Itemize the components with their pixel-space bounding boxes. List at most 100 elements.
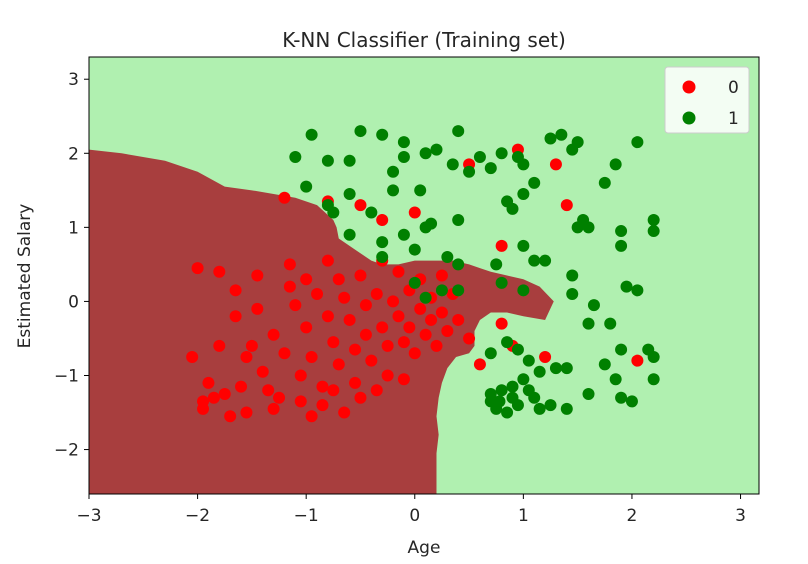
data-point-class-1 xyxy=(484,162,497,175)
y-tick-label: 0 xyxy=(68,292,79,312)
data-point-class-0 xyxy=(283,258,296,271)
data-point-class-0 xyxy=(370,288,383,301)
data-point-class-0 xyxy=(251,269,264,282)
data-point-class-1 xyxy=(615,343,628,356)
data-point-class-1 xyxy=(506,380,519,393)
data-point-class-1 xyxy=(397,228,410,241)
data-point-class-0 xyxy=(278,347,291,360)
data-point-class-1 xyxy=(343,188,356,201)
data-point-class-1 xyxy=(495,276,508,289)
data-point-class-1 xyxy=(365,206,378,219)
data-point-class-1 xyxy=(517,284,530,297)
data-point-class-0 xyxy=(354,269,367,282)
data-point-class-1 xyxy=(419,291,432,304)
y-tick-label: −1 xyxy=(54,366,79,386)
data-point-class-0 xyxy=(300,273,313,286)
data-point-class-1 xyxy=(609,158,622,171)
data-point-class-0 xyxy=(251,302,264,315)
data-point-class-1 xyxy=(397,150,410,163)
data-point-class-1 xyxy=(609,373,622,386)
y-axis-label: Estimated Salary xyxy=(15,204,35,349)
data-point-class-1 xyxy=(446,158,459,171)
data-point-class-1 xyxy=(522,354,535,367)
data-point-class-1 xyxy=(533,365,546,378)
data-point-class-1 xyxy=(376,250,389,263)
data-point-class-0 xyxy=(452,313,465,326)
data-point-class-1 xyxy=(517,239,530,252)
data-point-class-1 xyxy=(305,128,318,141)
data-point-class-0 xyxy=(414,302,427,315)
x-axis-label: Age xyxy=(408,538,441,558)
data-point-class-1 xyxy=(598,358,611,371)
y-axis-ticks: −2 −1 0 1 2 3 xyxy=(54,70,89,461)
data-point-class-0 xyxy=(332,273,345,286)
data-point-class-1 xyxy=(544,132,557,145)
data-point-class-1 xyxy=(376,236,389,249)
data-point-class-0 xyxy=(392,310,405,323)
data-point-class-0 xyxy=(321,254,334,267)
data-point-class-1 xyxy=(343,154,356,167)
data-point-class-1 xyxy=(566,288,579,301)
data-point-class-0 xyxy=(349,376,362,389)
data-point-class-1 xyxy=(528,254,541,267)
data-point-class-0 xyxy=(294,369,307,382)
data-point-class-0 xyxy=(425,313,438,326)
data-point-class-0 xyxy=(473,358,486,371)
data-point-class-0 xyxy=(213,265,226,278)
data-point-class-0 xyxy=(327,384,340,397)
data-point-class-0 xyxy=(197,402,210,415)
data-point-class-1 xyxy=(615,239,628,252)
data-point-class-0 xyxy=(278,191,291,204)
data-point-class-0 xyxy=(321,310,334,323)
x-tick-label: −1 xyxy=(294,506,319,526)
data-point-class-0 xyxy=(207,391,220,404)
data-point-class-1 xyxy=(555,128,568,141)
data-point-class-0 xyxy=(560,199,573,212)
data-point-class-1 xyxy=(484,388,497,401)
data-point-class-0 xyxy=(305,350,318,363)
data-point-class-0 xyxy=(376,321,389,334)
y-tick-label: 1 xyxy=(68,218,79,238)
data-point-class-1 xyxy=(343,228,356,241)
data-point-class-0 xyxy=(327,336,340,349)
data-point-class-1 xyxy=(493,395,506,408)
data-point-class-1 xyxy=(647,213,660,226)
data-point-class-0 xyxy=(365,354,378,367)
legend: 0 1 xyxy=(664,66,750,134)
data-point-class-1 xyxy=(587,299,600,312)
data-point-class-1 xyxy=(495,147,508,160)
data-point-class-1 xyxy=(517,188,530,201)
data-point-class-1 xyxy=(452,213,465,226)
data-point-class-0 xyxy=(235,380,248,393)
data-point-class-1 xyxy=(566,269,579,282)
data-point-class-0 xyxy=(381,339,394,352)
data-point-class-1 xyxy=(289,150,302,163)
data-point-class-0 xyxy=(435,269,448,282)
y-tick-label: 2 xyxy=(68,144,79,164)
data-point-class-0 xyxy=(300,321,313,334)
data-point-class-1 xyxy=(539,254,552,267)
data-point-class-0 xyxy=(463,332,476,345)
data-point-class-0 xyxy=(631,354,644,367)
data-point-class-0 xyxy=(245,339,258,352)
data-point-class-0 xyxy=(397,336,410,349)
data-point-class-0 xyxy=(240,406,253,419)
data-point-class-1 xyxy=(441,250,454,263)
data-point-class-0 xyxy=(202,376,215,389)
data-point-class-1 xyxy=(414,184,427,197)
data-point-class-1 xyxy=(452,284,465,297)
data-point-class-0 xyxy=(273,391,286,404)
data-point-class-0 xyxy=(186,350,199,363)
data-point-class-1 xyxy=(511,399,524,412)
y-tick-label: 3 xyxy=(68,70,79,90)
data-point-class-0 xyxy=(392,265,405,278)
data-point-class-1 xyxy=(631,136,644,149)
data-point-class-0 xyxy=(338,406,351,419)
data-point-class-1 xyxy=(376,128,389,141)
plot-frame xyxy=(88,56,760,495)
data-point-class-0 xyxy=(311,288,324,301)
data-point-class-0 xyxy=(267,328,280,341)
legend-label-class-0: 0 xyxy=(728,78,739,98)
data-point-class-0 xyxy=(256,365,269,378)
